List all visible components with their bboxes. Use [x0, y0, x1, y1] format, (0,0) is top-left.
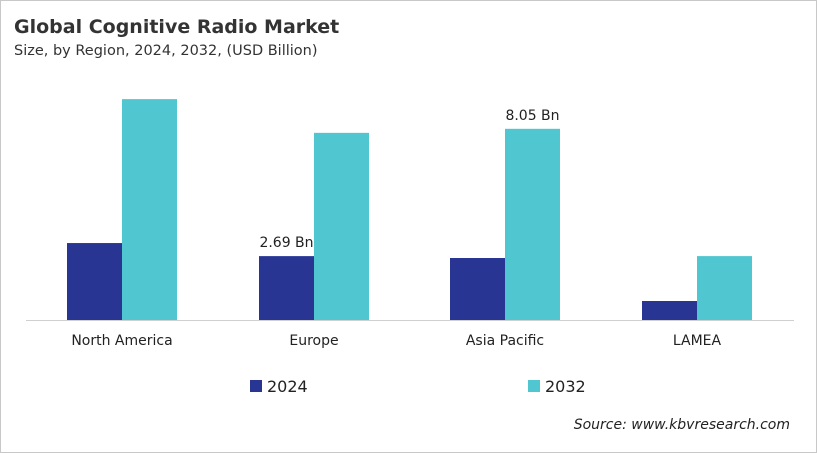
bar-north-america-2024 [67, 243, 122, 320]
x-tick-label: Asia Pacific [466, 333, 544, 349]
bar-lamea-2032 [697, 256, 752, 320]
bar-lamea-2024 [642, 301, 697, 320]
data-label: 2.69 Bn [259, 235, 313, 251]
legend-label-2024: 2024 [267, 377, 308, 396]
bar-europe-2032 [314, 132, 369, 320]
x-tick-label: Europe [289, 333, 338, 349]
chart-title: Global Cognitive Radio Market [14, 16, 340, 38]
bar-europe-2024 [259, 256, 314, 320]
legend-swatch-2024 [250, 380, 262, 392]
source-text: Source: www.kbvresearch.com [573, 417, 790, 433]
legend-swatch-2032 [528, 380, 540, 392]
legend-label-2032: 2032 [545, 377, 586, 396]
x-tick-label: North America [71, 333, 172, 349]
data-label: 8.05 Bn [505, 108, 559, 124]
bar-asia-pacific-2024 [450, 258, 505, 320]
x-tick-label: LAMEA [673, 333, 722, 349]
bar-asia-pacific-2032 [505, 128, 560, 320]
chart-subtitle: Size, by Region, 2024, 2032, (USD Billio… [14, 43, 318, 59]
bar-north-america-2032 [122, 99, 177, 320]
